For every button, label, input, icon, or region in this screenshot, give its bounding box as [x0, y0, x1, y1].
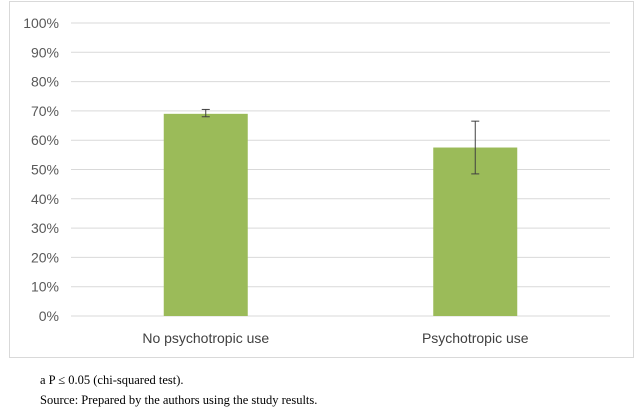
- error-bars: [201, 108, 480, 175]
- y-tick-label: 0%: [39, 308, 59, 324]
- significance-note: a P ≤ 0.05 (chi-squared test).: [40, 373, 184, 387]
- y-tick-label: 30%: [31, 220, 59, 236]
- category-label: No psychotropic use: [142, 330, 269, 346]
- gridlines: [71, 22, 610, 317]
- y-tick-label: 40%: [31, 191, 59, 207]
- y-tick-label: 60%: [31, 132, 59, 148]
- y-tick-label: 80%: [31, 74, 59, 90]
- bar: [433, 147, 518, 316]
- chart-frame: 0% 10% 20% 30% 40% 50% 60% 70% 80% 90% 100% No psy…: [9, 1, 634, 358]
- error-bar: [201, 108, 210, 118]
- error-bar: [471, 120, 480, 175]
- x-axis-categories: No psychotropic use Psychotropic use: [142, 330, 528, 346]
- y-tick-label: 50%: [31, 162, 59, 178]
- chart-notes: a P ≤ 0.05 (chi-squared test). Source: P…: [40, 370, 317, 410]
- bar: [163, 113, 248, 316]
- bars: [163, 113, 518, 316]
- y-tick-label: 10%: [31, 279, 59, 295]
- y-tick-label: 70%: [31, 103, 59, 119]
- y-axis-ticks: 0% 10% 20% 30% 40% 50% 60% 70% 80% 90% 100%: [23, 15, 59, 324]
- y-tick-label: 100%: [23, 15, 59, 31]
- bar-chart: 0% 10% 20% 30% 40% 50% 60% 70% 80% 90% 100% No psy…: [23, 15, 610, 346]
- y-tick-label: 20%: [31, 249, 59, 265]
- y-tick-label: 90%: [31, 44, 59, 60]
- category-label: Psychotropic use: [422, 330, 529, 346]
- source-note: Source: Prepared by the authors using th…: [40, 393, 318, 407]
